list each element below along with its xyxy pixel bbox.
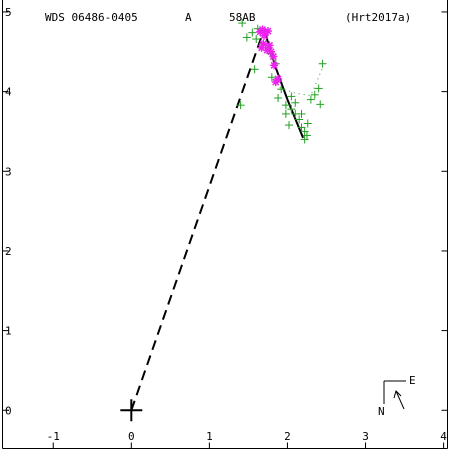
discoverer-label: 58AB: [229, 11, 256, 24]
observation-point: [291, 98, 300, 107]
speckle-point-d2: [267, 48, 275, 56]
compass-north-label: N: [378, 405, 385, 418]
wds-id-label: WDS 06486-0405: [45, 11, 138, 24]
observation-point: [297, 109, 306, 118]
observations-layer: [236, 19, 327, 144]
x-tick-label: 4: [440, 430, 447, 443]
compass-motion-arrow: [395, 390, 405, 410]
y-tick-label: 4: [5, 86, 12, 99]
compass: E N: [378, 374, 416, 418]
y-tick-label: 5: [5, 6, 12, 19]
observation-point: [300, 135, 309, 144]
observation-point: [242, 33, 251, 42]
speckle-point-d2: [264, 27, 272, 35]
speckle-point-d2: [265, 41, 274, 49]
speckle-point-d2: [269, 53, 277, 61]
observation-point: [277, 85, 286, 94]
observation-point: [250, 65, 259, 74]
observation-point: [303, 119, 312, 128]
compass-arrow-head: [393, 390, 402, 399]
speckle-point: [265, 41, 274, 50]
observation-point: [310, 90, 319, 99]
y-tick-label: 1: [5, 325, 12, 338]
y-tick-label: 3: [5, 165, 12, 178]
speckle-point: [269, 52, 278, 61]
x-tick-label: 2: [284, 430, 291, 443]
observation-point: [274, 93, 283, 102]
observation-point: [236, 101, 245, 110]
speckle-point: [274, 74, 283, 83]
y-tick-label: 2: [5, 245, 12, 258]
observation-point: [287, 92, 296, 101]
speckle-point: [259, 39, 268, 48]
reference-label: (Hrt2017a): [345, 11, 411, 24]
observation-point: [316, 100, 325, 109]
y-tick-label: 0: [5, 404, 12, 417]
observation-point: [281, 109, 290, 118]
observation-point: [238, 19, 247, 28]
speckle-point: [270, 61, 279, 70]
observation-point: [267, 73, 276, 82]
line-of-nodes: [130, 29, 265, 411]
x-tick-label: 0: [128, 430, 135, 443]
observation-point: [287, 105, 296, 114]
speckle-point-d2: [270, 61, 278, 69]
observation-point: [281, 101, 290, 110]
observation-point: [248, 28, 257, 37]
observation-point: [295, 115, 304, 124]
component-flag-label: A: [185, 11, 192, 24]
observation-point: [285, 121, 294, 130]
observation-point: [306, 95, 315, 104]
x-tick-label: 3: [362, 430, 369, 443]
axes: -1 0 1 2 3 4 0 1 2 3 4 5: [2, 6, 448, 449]
x-tick-label: 1: [206, 430, 213, 443]
x-tick-label: -1: [47, 430, 60, 443]
observation-point: [318, 59, 327, 68]
speckle-point-d2: [258, 25, 267, 34]
compass-east-label: E: [409, 374, 416, 387]
speckle-point-d2: [274, 75, 282, 83]
speckle-point: [263, 27, 272, 36]
observation-point: [252, 35, 261, 44]
observation-point: [314, 84, 323, 93]
speckle-point-d2: [259, 40, 267, 48]
